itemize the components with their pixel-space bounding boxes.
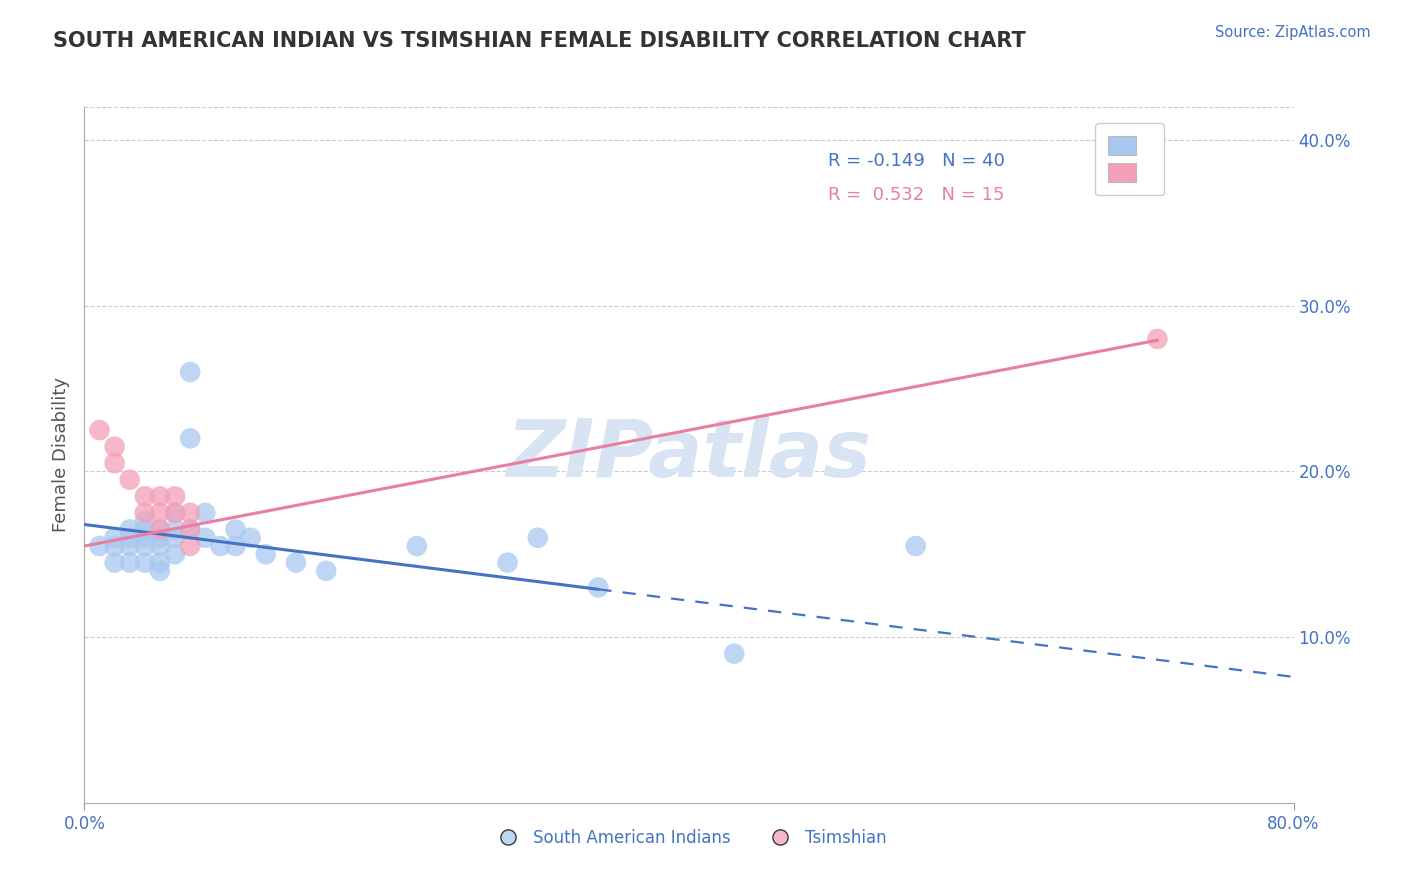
Point	[406, 539, 429, 553]
Point	[134, 489, 156, 503]
Point	[239, 531, 262, 545]
Point	[179, 365, 201, 379]
Point	[209, 539, 232, 553]
Point	[134, 523, 156, 537]
Point	[315, 564, 337, 578]
Point	[179, 523, 201, 537]
Point	[194, 506, 217, 520]
Point	[149, 539, 172, 553]
Point	[165, 506, 187, 520]
Point	[179, 431, 201, 445]
Point	[1146, 332, 1168, 346]
Text: ZIPatlas: ZIPatlas	[506, 416, 872, 494]
Point	[134, 531, 156, 545]
Point	[179, 523, 201, 537]
Point	[194, 531, 217, 545]
Point	[104, 440, 127, 454]
Point	[89, 423, 111, 437]
Point	[149, 523, 172, 537]
Point	[165, 506, 187, 520]
Point	[225, 523, 247, 537]
Point	[165, 523, 187, 537]
Y-axis label: Female Disability: Female Disability	[52, 377, 70, 533]
Point	[134, 506, 156, 520]
Point	[104, 456, 127, 470]
Point	[104, 531, 127, 545]
Text: SOUTH AMERICAN INDIAN VS TSIMSHIAN FEMALE DISABILITY CORRELATION CHART: SOUTH AMERICAN INDIAN VS TSIMSHIAN FEMAL…	[53, 31, 1026, 51]
Point	[527, 531, 550, 545]
Point	[588, 581, 610, 595]
Point	[165, 547, 187, 561]
Point	[149, 531, 172, 545]
Point	[225, 539, 247, 553]
Point	[104, 539, 127, 553]
Legend: South American Indians, Tsimshian: South American Indians, Tsimshian	[484, 822, 894, 854]
Point	[165, 531, 187, 545]
Point	[179, 539, 201, 553]
Point	[149, 564, 172, 578]
Point	[723, 647, 745, 661]
Text: R = -0.149   N = 40: R = -0.149 N = 40	[828, 152, 1005, 169]
Point	[285, 556, 308, 570]
Text: R =  0.532   N = 15: R = 0.532 N = 15	[828, 186, 1004, 204]
Point	[118, 473, 141, 487]
Point	[118, 531, 141, 545]
Point	[496, 556, 519, 570]
Point	[118, 539, 141, 553]
Point	[149, 523, 172, 537]
Point	[254, 547, 277, 561]
Point	[104, 556, 127, 570]
Point	[165, 489, 187, 503]
Point	[89, 539, 111, 553]
Point	[134, 539, 156, 553]
Point	[118, 523, 141, 537]
Point	[179, 506, 201, 520]
Point	[134, 556, 156, 570]
Point	[134, 514, 156, 528]
Point	[149, 506, 172, 520]
Point	[149, 556, 172, 570]
Text: Source: ZipAtlas.com: Source: ZipAtlas.com	[1215, 25, 1371, 40]
Point	[149, 489, 172, 503]
Point	[118, 556, 141, 570]
Point	[904, 539, 927, 553]
